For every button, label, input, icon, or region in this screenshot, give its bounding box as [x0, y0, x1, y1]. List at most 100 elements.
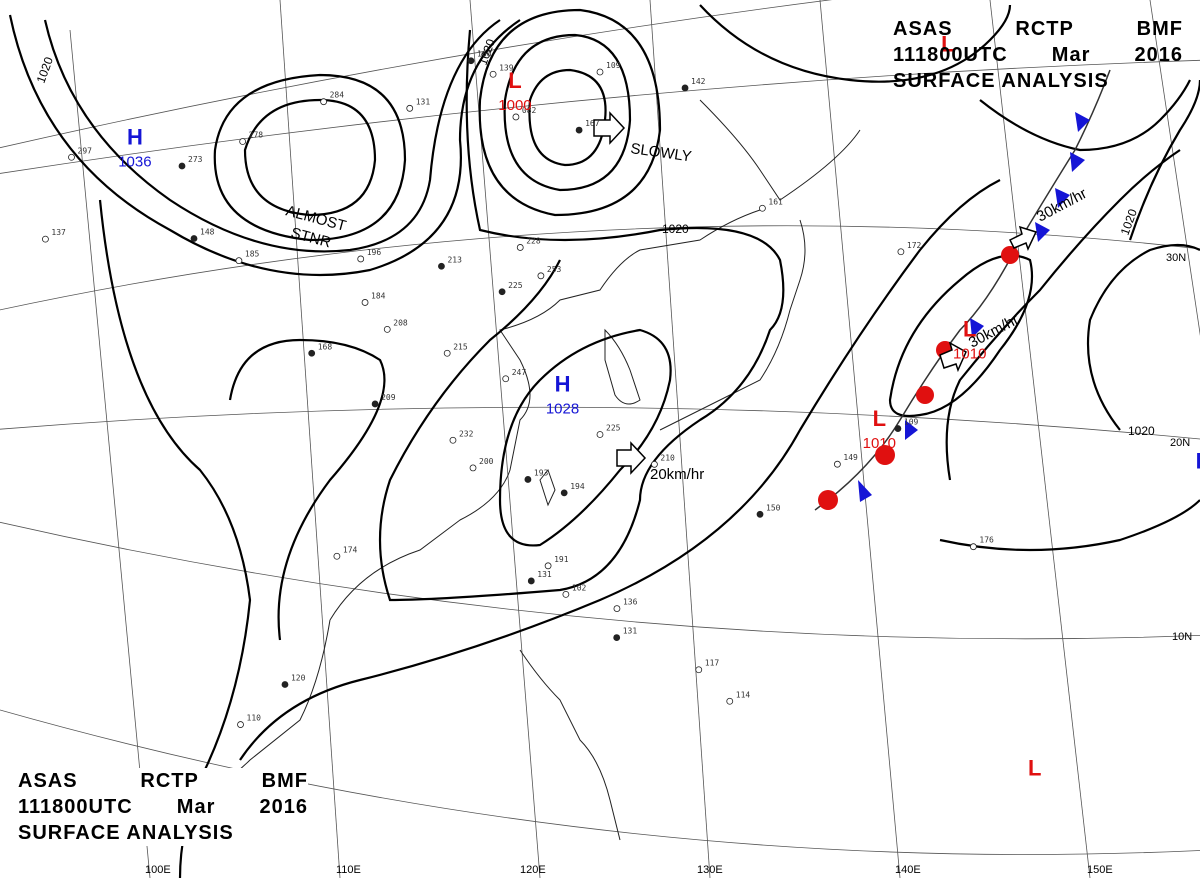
station-pressure: 209 [381, 393, 396, 402]
movement-arrows [593, 111, 1038, 475]
station-circle [516, 244, 524, 251]
coast-philippines [519, 649, 621, 841]
cold-front-symbol [1055, 188, 1070, 208]
isobar-east-high [1086, 243, 1200, 431]
station-pressure: 136 [623, 598, 638, 607]
station-pressure: 109 [606, 61, 621, 70]
isobar-1020-center [378, 29, 785, 602]
header-station: RCTP [140, 770, 199, 792]
isobar-outer-south [239, 179, 1001, 761]
meridian-100e [69, 29, 151, 878]
station-circle [438, 262, 445, 270]
cold-front-triangles [858, 112, 1090, 502]
isobar-east-1020 [1128, 79, 1200, 241]
station-circle [237, 721, 244, 728]
station-pressure: 213 [447, 255, 462, 264]
station-pressure: 191 [554, 555, 569, 564]
station-circle [308, 349, 316, 357]
parallel-20n [0, 406, 1200, 440]
isobar-label: 1020 [1128, 424, 1155, 438]
station-circle [449, 436, 457, 444]
station-pressure: 278 [249, 131, 264, 140]
pressure-value: 1010 [953, 345, 986, 362]
station-pressure: 196 [367, 248, 382, 257]
isobar-front-low [888, 254, 1034, 418]
station-pressure: 184 [371, 291, 386, 300]
station-pressure: 215 [453, 342, 468, 351]
station-circle [613, 634, 621, 641]
station-circle [235, 257, 243, 265]
isobar-1020-nw [43, 19, 501, 253]
meridian-160e [1149, 0, 1200, 337]
header-month: Mar [1051, 44, 1091, 66]
station-circle [596, 68, 604, 76]
station-pressure: 225 [508, 281, 523, 290]
station-pressure: 150 [766, 503, 781, 512]
station-circle [371, 400, 379, 408]
station-pressure: 210 [660, 453, 675, 462]
station-pressure: 194 [570, 482, 585, 491]
header-code: BMF [1136, 18, 1183, 40]
station-circle [469, 464, 477, 472]
station-pressure: 082 [522, 106, 537, 115]
isobar-low-1000-outer2 [478, 8, 662, 217]
parallel-0 [0, 709, 1200, 855]
header-bottom-line3: SURFACE ANALYSIS [18, 822, 234, 844]
station-circle [695, 666, 703, 674]
station-pressure: 167 [585, 119, 600, 128]
header-station: RCTP [1015, 18, 1074, 40]
station-pressure: 148 [200, 228, 215, 237]
station-circle [281, 681, 289, 688]
low-pressure-marker: L [941, 32, 954, 57]
isobar-ne [699, 4, 1012, 83]
header-top-line3: SURFACE ANALYSIS [893, 70, 1109, 92]
cold-front-symbol [1035, 222, 1050, 242]
station-circle [502, 375, 510, 383]
coast-russia [699, 99, 861, 201]
lon-label: 110E [336, 864, 361, 876]
parallel-10n [0, 521, 1200, 640]
meridian-130e [649, 0, 711, 878]
station-pressure: 131 [416, 97, 431, 106]
lon-label: 100E [145, 864, 171, 876]
station-plots: 273 278 284 166 139 109 142 131 082 167 297 137 148 1… [42, 50, 994, 728]
isobar-low-1000-outer [503, 33, 632, 192]
station-circle [524, 476, 532, 483]
graticule-labels: 30N 20N 10N 100E 110E 120E 130E 140E 150… [145, 252, 1192, 876]
station-circle [42, 235, 49, 243]
station-pressure: 161 [768, 197, 783, 206]
station-pressure: 114 [736, 690, 751, 699]
station-pressure: 253 [547, 265, 562, 274]
header-time: 111800UTC [18, 796, 133, 818]
lon-label: 150E [1087, 864, 1113, 876]
station-circle [833, 460, 841, 468]
station-circle [894, 425, 902, 432]
warm-front-symbol [875, 445, 895, 465]
parallel-40n [0, 59, 1200, 174]
arrow-icon [593, 111, 626, 145]
header-year: 2016 [259, 796, 308, 818]
coast-taiwan [539, 468, 556, 507]
station-circle [383, 325, 391, 333]
warm-front-symbol [818, 490, 838, 510]
station-circle [443, 349, 451, 357]
header-code: BMF [261, 770, 308, 792]
pressure-value: 1028 [546, 400, 579, 417]
isobars [8, 4, 1200, 878]
lat-label: 10N [1172, 631, 1192, 643]
cold-front-symbol [1070, 152, 1085, 172]
arrow-icon [939, 341, 967, 373]
station-pressure: 225 [606, 424, 621, 433]
high-pressure-marker: H [1196, 449, 1200, 474]
meridian-110e [279, 0, 341, 878]
station-circle [759, 204, 766, 212]
pressure-systems: H1036L1000H1028L1010L1010HLLL [118, 32, 1200, 781]
coast-china [329, 209, 761, 621]
header-month: Mar [176, 796, 216, 818]
station-pressure: 297 [78, 146, 93, 155]
header-year: 2016 [1134, 44, 1183, 66]
arrow-icon [616, 441, 647, 475]
lon-label: 130E [697, 864, 723, 876]
